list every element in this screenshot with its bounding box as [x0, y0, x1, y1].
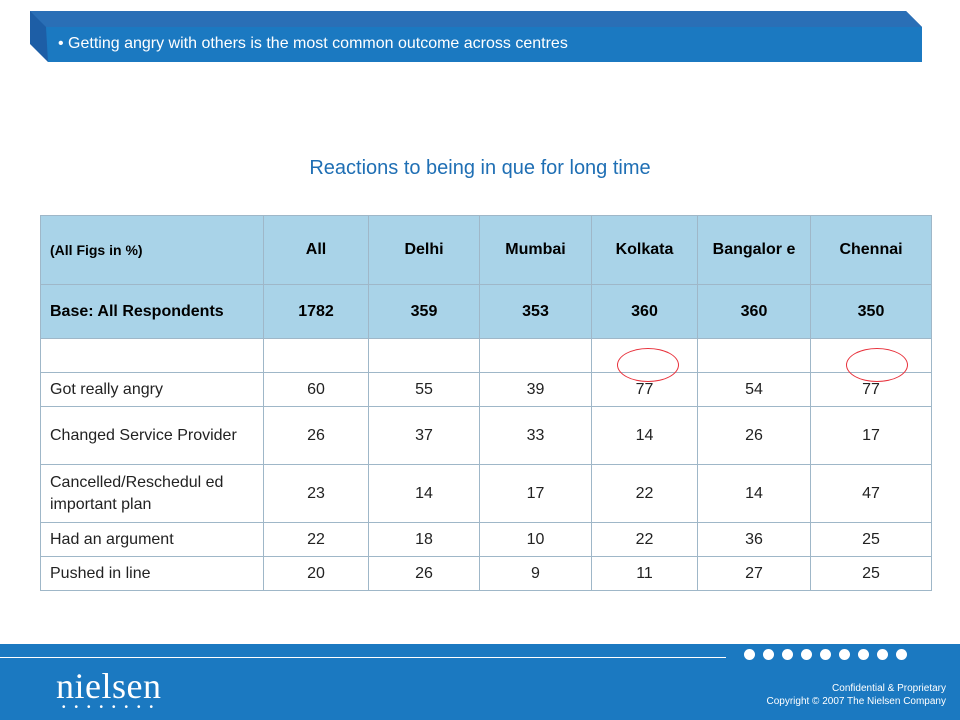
- dot-icon: [877, 649, 888, 660]
- base-cell: 360: [591, 284, 698, 339]
- table-cell: 20: [263, 556, 369, 591]
- blank-cell: [479, 338, 592, 373]
- banner-shape: [30, 11, 922, 62]
- base-cell: 360: [697, 284, 811, 339]
- table-blank-row: [40, 338, 932, 373]
- dot-icon: [839, 649, 850, 660]
- table-base-row: Base: All Respondents 1782 359 353 360 3…: [40, 284, 932, 339]
- header-cell: Chennai: [810, 215, 932, 285]
- table-cell: 26: [697, 406, 811, 465]
- top-banner: • Getting angry with others is the most …: [30, 11, 922, 62]
- table-cell: 11: [591, 556, 698, 591]
- table-row: Cancelled/Reschedul ed important plan 23…: [40, 464, 932, 523]
- reactions-table: (All Figs in %) All Delhi Mumbai Kolkata…: [40, 215, 932, 591]
- banner-text: • Getting angry with others is the most …: [58, 35, 568, 52]
- table-row: Pushed in line 20 26 9 11 27 25: [40, 556, 932, 591]
- table-cell: 33: [479, 406, 592, 465]
- blank-cell: [368, 338, 480, 373]
- row-label: Had an argument: [40, 522, 264, 557]
- blank-cell: [40, 338, 264, 373]
- table-cell: 36: [697, 522, 811, 557]
- table-cell: 26: [368, 556, 480, 591]
- blank-cell: [697, 338, 811, 373]
- header-cell: Delhi: [368, 215, 480, 285]
- footer-divider: [0, 657, 726, 658]
- table-cell: 17: [810, 406, 932, 465]
- dot-icon: [801, 649, 812, 660]
- highlight-circle-chennai: [846, 348, 908, 382]
- table-cell: 14: [697, 464, 811, 523]
- table-row: Got really angry 60 55 39 77 54 77: [40, 372, 932, 407]
- table-cell: 47: [810, 464, 932, 523]
- table-cell: 22: [591, 522, 698, 557]
- header-cell: (All Figs in %): [40, 215, 264, 285]
- row-label: Pushed in line: [40, 556, 264, 591]
- header-cell: Bangalor e: [697, 215, 811, 285]
- table-cell: 77: [810, 372, 932, 407]
- table-cell: 37: [368, 406, 480, 465]
- highlight-circle-kolkata: [617, 348, 679, 382]
- table-cell: 54: [697, 372, 811, 407]
- header-cell: Kolkata: [591, 215, 698, 285]
- table-cell: 22: [591, 464, 698, 523]
- table-cell: 60: [263, 372, 369, 407]
- dot-icon: [744, 649, 755, 660]
- table-cell: 10: [479, 522, 592, 557]
- table-cell: 25: [810, 556, 932, 591]
- table-cell: 17: [479, 464, 592, 523]
- table-cell: 27: [697, 556, 811, 591]
- footer-dots: [744, 649, 907, 665]
- table-cell: 25: [810, 522, 932, 557]
- row-label: Changed Service Provider: [40, 406, 264, 465]
- base-cell: 350: [810, 284, 932, 339]
- row-label: Cancelled/Reschedul ed important plan: [40, 464, 264, 523]
- table-cell: 22: [263, 522, 369, 557]
- nielsen-logo: nielsen: [56, 666, 162, 706]
- header-cell: All: [263, 215, 369, 285]
- table-cell: 26: [263, 406, 369, 465]
- footer-legal: Confidential & Proprietary Copyright © 2…: [766, 682, 946, 708]
- dot-icon: [763, 649, 774, 660]
- base-cell: 1782: [263, 284, 369, 339]
- table-cell: 9: [479, 556, 592, 591]
- base-cell: 353: [479, 284, 592, 339]
- table-cell: 23: [263, 464, 369, 523]
- base-label: Base: All Respondents: [40, 284, 264, 339]
- row-label: Got really angry: [40, 372, 264, 407]
- table-header-row: (All Figs in %) All Delhi Mumbai Kolkata…: [40, 215, 932, 285]
- table-cell: 14: [591, 406, 698, 465]
- table-cell: 18: [368, 522, 480, 557]
- header-cell: Mumbai: [479, 215, 592, 285]
- confidential-text: Confidential & Proprietary: [832, 683, 946, 694]
- blank-cell: [263, 338, 369, 373]
- base-cell: 359: [368, 284, 480, 339]
- table-cell: 14: [368, 464, 480, 523]
- logo-dots: ••••••••: [62, 702, 163, 713]
- table-row: Changed Service Provider 26 37 33 14 26 …: [40, 406, 932, 465]
- table-row: Had an argument 22 18 10 22 36 25: [40, 522, 932, 557]
- footer-band: [0, 644, 960, 720]
- dot-icon: [858, 649, 869, 660]
- slide-title: Reactions to being in que for long time: [309, 157, 651, 179]
- dot-icon: [820, 649, 831, 660]
- table-cell: 55: [368, 372, 480, 407]
- copyright-text: Copyright © 2007 The Nielsen Company: [766, 696, 946, 707]
- dot-icon: [782, 649, 793, 660]
- dot-icon: [896, 649, 907, 660]
- table-cell: 39: [479, 372, 592, 407]
